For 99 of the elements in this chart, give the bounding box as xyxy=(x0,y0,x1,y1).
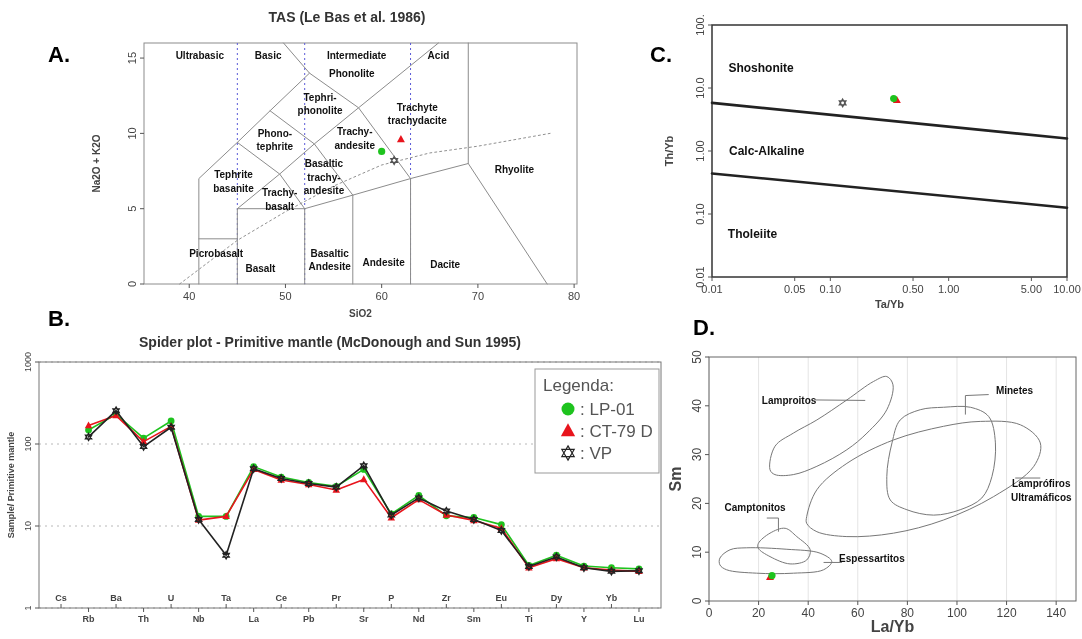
annotation: Dacite xyxy=(430,258,461,270)
x-tick-label: Ba xyxy=(110,593,123,603)
annotation: Basic xyxy=(254,49,282,61)
annotation: Andesite xyxy=(362,257,406,269)
x-tick-label: 60 xyxy=(851,606,865,620)
annotation: Rhyolite xyxy=(494,164,535,176)
annotation: Espessartitos xyxy=(839,552,906,564)
x-tick-label: 60 xyxy=(375,290,388,302)
y-tick-label: 100. xyxy=(694,14,706,36)
text: A. xyxy=(48,42,70,67)
annotation: Tephri- phonolite xyxy=(297,91,344,117)
x-tick-label: 40 xyxy=(801,606,816,620)
x-tick-label: Ta xyxy=(221,593,233,603)
annotation: Basalt xyxy=(245,263,277,275)
text: D. xyxy=(693,315,715,340)
x-tick-label: 20 xyxy=(751,606,766,620)
x-tick-label: U xyxy=(167,593,175,603)
x-axis-title: La/Yb xyxy=(870,618,915,635)
annotation: Camptonitos xyxy=(724,501,787,513)
annotation: Phono- tephrite xyxy=(256,127,294,153)
annotation: Minetes xyxy=(995,384,1034,396)
annotation: Ultrabasic xyxy=(175,49,225,61)
y-tick-label: 0.10 xyxy=(694,203,706,225)
x-tick-label: 40 xyxy=(183,290,196,302)
y-tick-label: 10.0 xyxy=(694,77,706,99)
annotation: Trachyte trachydacite xyxy=(387,101,448,127)
annotation: Trachy- andesite xyxy=(334,126,376,151)
y-tick-label: 10 xyxy=(690,545,704,559)
x-tick-label: La xyxy=(248,614,260,624)
x-tick-label: Sm xyxy=(466,614,481,624)
x-tick-label: 80 xyxy=(567,290,581,302)
x-tick-label: P xyxy=(388,593,395,603)
x-tick-label: 5.00 xyxy=(1020,283,1043,295)
x-tick-label: Pr xyxy=(331,593,342,603)
text: C. xyxy=(650,42,672,67)
y-tick-label: 100 xyxy=(23,436,33,452)
y-tick-label: 1 xyxy=(23,605,33,611)
annotation: Lamprófiros Ultramáficos xyxy=(1010,478,1073,503)
x-tick-label: 0.05 xyxy=(784,283,806,295)
x-tick-label: Lu xyxy=(633,614,645,624)
x-tick-label: Y xyxy=(580,614,587,624)
legend-label: : CT-79 D xyxy=(580,422,653,441)
x-tick-label: Sr xyxy=(359,614,370,624)
annotation: Lamproitos xyxy=(761,394,817,406)
x-tick-label: Cs xyxy=(55,593,67,603)
x-tick-label: 80 xyxy=(900,606,915,620)
annotation: Shoshonite xyxy=(728,60,795,75)
y-axis-title: Sm xyxy=(667,466,684,492)
text: B. xyxy=(48,306,70,331)
y-tick-label: 1000 xyxy=(23,351,33,373)
legend-label: : VP xyxy=(580,444,613,463)
y-tick-label: 50 xyxy=(690,350,704,364)
x-tick-label: 0.50 xyxy=(902,283,924,295)
annotation: Basaltic trachy- andesite xyxy=(303,158,345,197)
x-tick-label: Yb xyxy=(605,593,618,603)
y-tick-label: 5 xyxy=(126,205,138,212)
annotation: Tholeiite xyxy=(727,226,778,241)
y-tick-label: 10 xyxy=(126,127,138,140)
annotation: Picrobasalt xyxy=(189,248,244,260)
legend-title: Legenda: xyxy=(543,376,614,395)
annotation: Tephrite basanite xyxy=(213,169,255,194)
y-axis-title: Sample/ Primitive mantle xyxy=(6,431,16,539)
x-tick-label: 1.00 xyxy=(937,283,960,295)
x-tick-label: Ce xyxy=(275,593,287,603)
y-axis-title: Th/Yb xyxy=(663,135,675,167)
x-axis-title: SiO2 xyxy=(349,308,373,319)
x-tick-label: Zr xyxy=(441,593,452,603)
x-tick-label: 120 xyxy=(996,606,1017,620)
annotation: Trachy- basalt xyxy=(261,187,298,212)
chart-title: TAS (Le Bas et al. 1986) xyxy=(268,9,426,25)
x-tick-label: Nb xyxy=(192,614,206,624)
x-tick-label: Pb xyxy=(302,614,315,624)
y-tick-label: 20 xyxy=(690,496,704,511)
x-tick-label: 100 xyxy=(946,606,968,620)
chart-title: Spider plot - Primitive mantle (McDonough and Sun 1995) xyxy=(139,334,521,350)
y-tick-label: 10 xyxy=(23,520,33,532)
x-tick-label: Dy xyxy=(550,593,563,603)
y-tick-label: 1.00 xyxy=(694,140,706,162)
x-axis-title: Ta/Yb xyxy=(874,298,905,310)
x-tick-label: Ti xyxy=(524,614,533,624)
x-tick-label: Th xyxy=(138,614,150,624)
annotation: Basaltic Andesite xyxy=(308,247,352,273)
y-tick-label: 30 xyxy=(690,447,704,462)
x-tick-label: Rb xyxy=(82,614,96,624)
y-tick-label: 15 xyxy=(126,51,138,65)
annotation: Acid xyxy=(427,49,450,61)
x-tick-label: 10.00 xyxy=(1053,283,1081,295)
x-tick-label: Eu xyxy=(495,593,508,603)
x-tick-label: 50 xyxy=(279,290,292,302)
x-tick-label: 0.10 xyxy=(819,283,842,295)
y-tick-label: 40 xyxy=(690,398,704,413)
x-tick-label: 70 xyxy=(471,290,485,302)
legend-label: : LP-01 xyxy=(580,400,635,419)
y-axis-title: Na2O + K2O xyxy=(91,134,102,193)
annotation: Intermediate xyxy=(326,49,387,61)
annotation: Phonolite xyxy=(329,67,376,79)
x-tick-label: 140 xyxy=(1046,606,1067,620)
x-tick-label: Nd xyxy=(412,614,425,624)
annotation: Calc-Alkaline xyxy=(729,144,805,159)
